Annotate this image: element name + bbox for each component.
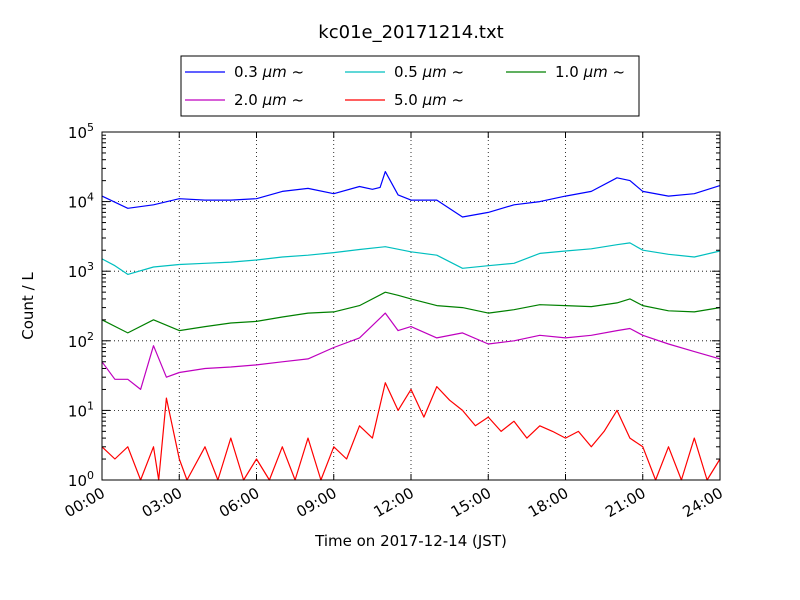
- x-tick-label: 18:00: [525, 484, 571, 521]
- y-tick-label: 102: [68, 330, 94, 351]
- legend-box: [180, 55, 640, 117]
- y-tick-label: 103: [68, 260, 94, 281]
- x-tick-label: 03:00: [139, 484, 185, 521]
- series-line-1: [101, 242, 721, 275]
- series-line-0: [101, 171, 721, 218]
- chart-title: kc01e_20171214.txt: [318, 22, 503, 43]
- x-tick-label: 24:00: [680, 484, 726, 521]
- x-axis-ticks: 00:00 03:00 06:00 09:00 12:00 15:00 18:00 21:00…: [62, 132, 726, 521]
- x-tick-label: 12:00: [371, 484, 417, 521]
- legend-label-3: 2.0 μm ~: [234, 91, 304, 109]
- legend: 0.3 μm ~ 0.5 μm ~ 1.0 μm ~ 2.0 μm ~ 5.0 μm ~: [180, 55, 640, 117]
- y-tick-label: 105: [68, 121, 94, 142]
- legend-label-4: 5.0 μm ~: [394, 91, 464, 109]
- grid: [102, 132, 720, 480]
- legend-label-1: 0.5 μm ~: [394, 63, 464, 81]
- series-line-3: [101, 312, 721, 390]
- x-axis-label: Time on 2017-12-14 (JST): [314, 532, 507, 550]
- x-tick-label: 21:00: [602, 484, 648, 521]
- legend-label-2: 1.0 μm ~: [555, 63, 625, 81]
- series-line-2: [101, 291, 721, 334]
- y-tick-label: 104: [68, 191, 94, 212]
- series-line-4: [101, 382, 721, 481]
- x-tick-label: 09:00: [293, 484, 339, 521]
- plot-series: [101, 171, 721, 481]
- x-tick-label: 15:00: [448, 484, 494, 521]
- y-axis-label: Count / L: [19, 272, 37, 340]
- x-tick-label: 06:00: [216, 484, 262, 521]
- y-axis-ticks: 100 101 102 103 104 105: [68, 121, 720, 490]
- y-tick-label: 100: [68, 469, 94, 490]
- legend-label-0: 0.3 μm ~: [234, 63, 304, 81]
- y-tick-label: 101: [68, 399, 94, 420]
